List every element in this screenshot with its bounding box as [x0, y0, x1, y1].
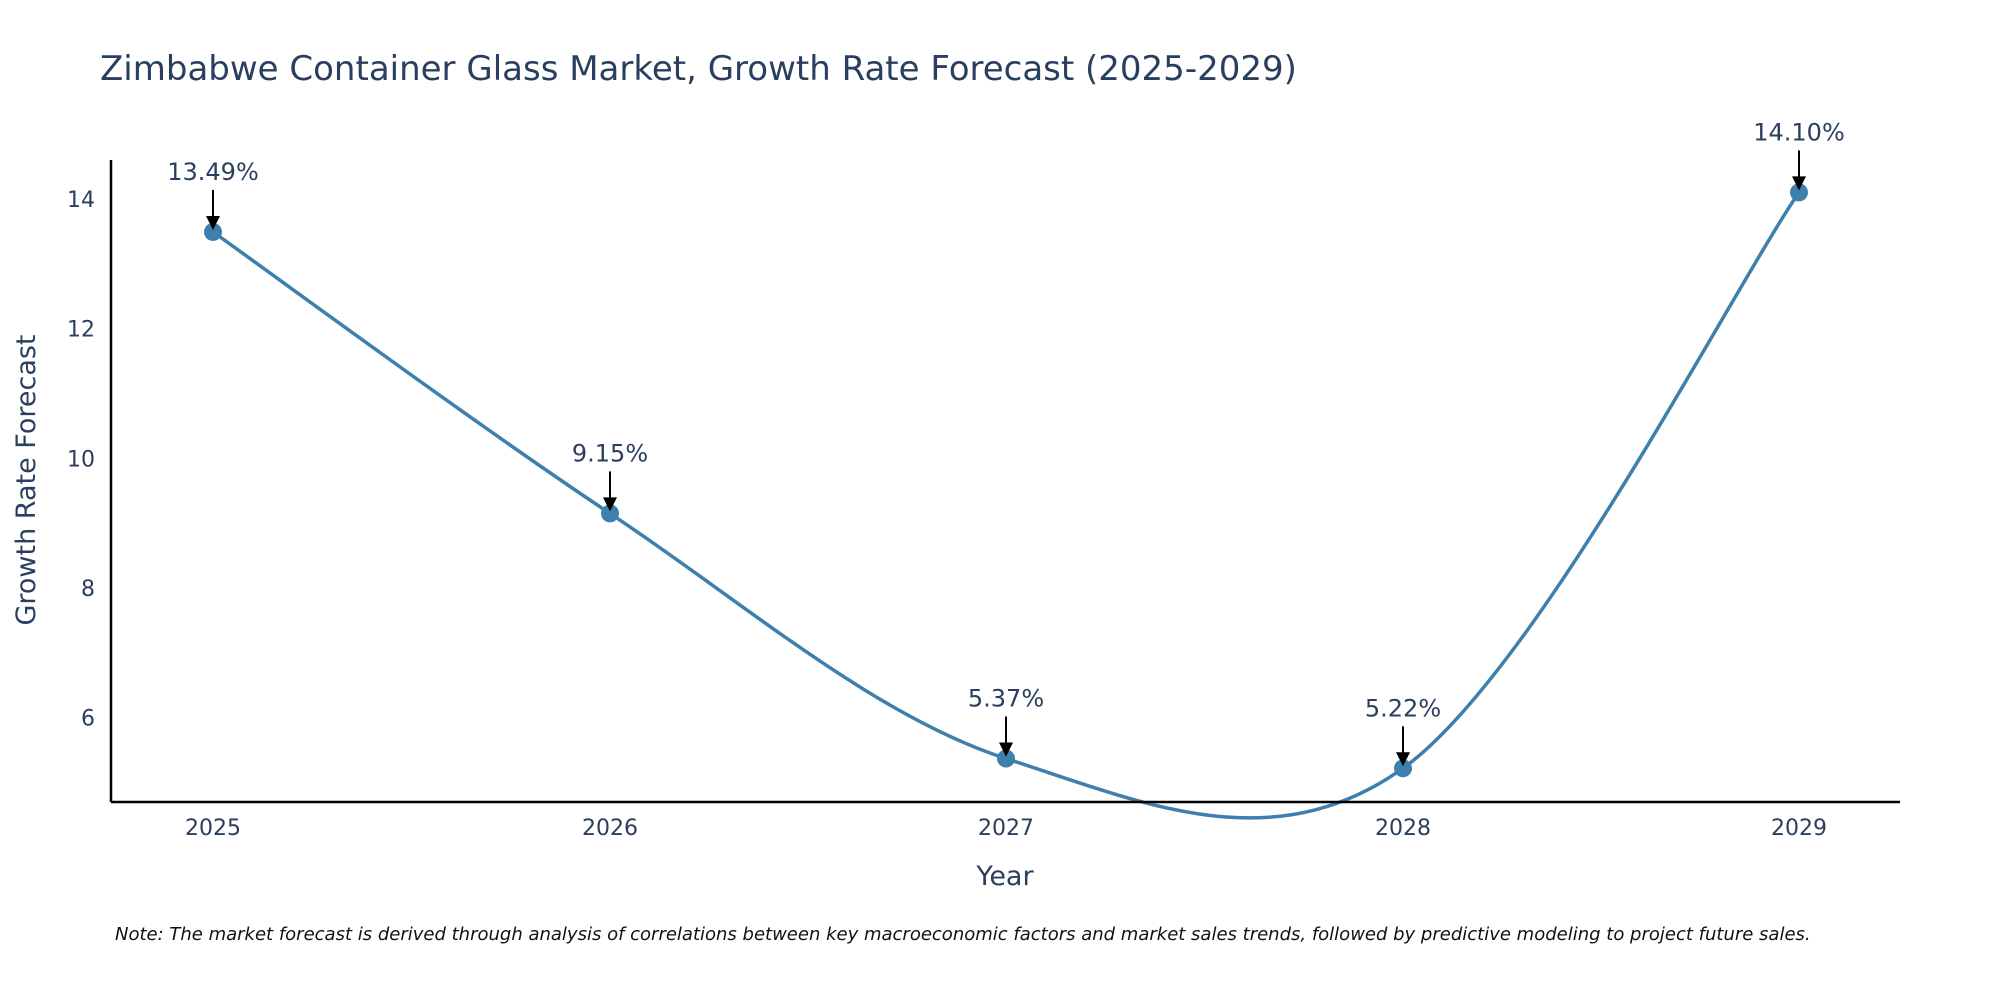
data-label: 5.22% [1365, 694, 1441, 722]
chart-note: Note: The market forecast is derived thr… [115, 924, 1811, 945]
data-point [1394, 759, 1412, 778]
data-point [1790, 183, 1808, 202]
data-point [997, 749, 1015, 768]
points-layer [204, 183, 1808, 778]
y-tick-label: 10 [67, 447, 95, 472]
x-tick-label: 2027 [978, 816, 1034, 841]
y-tick-label: 14 [67, 188, 95, 213]
annotation-arrow-head [1792, 176, 1806, 191]
annotation-arrow-head [206, 215, 220, 230]
annotations-layer: 13.49% 9.15% 5.37% 5.22% 14.10% [167, 118, 1845, 767]
y-tick-label: 8 [81, 577, 95, 602]
axes-layer [109, 160, 1900, 804]
data-point [204, 222, 222, 241]
x-tick-label: 2026 [582, 816, 638, 841]
data-label: 9.15% [572, 439, 648, 467]
y-tick-label: 12 [67, 318, 95, 343]
data-label: 5.37% [968, 685, 1044, 713]
data-point [601, 504, 619, 523]
x-tick-label: 2029 [1771, 816, 1827, 841]
y-tick-label: 6 [81, 707, 95, 732]
data-label: 13.49% [167, 158, 259, 186]
ticks-layer: 6 8 10 12 14 2025 2026 2027 2028 2029 [67, 188, 1827, 841]
x-tick-label: 2025 [185, 816, 241, 841]
data-label: 14.10% [1753, 118, 1845, 146]
annotation-arrow-head [603, 497, 617, 512]
chart-title: Zimbabwe Container Glass Market, Growth … [100, 49, 1297, 89]
x-axis-title: Year [975, 861, 1034, 892]
annotation-arrow-head [1396, 752, 1410, 767]
annotation-arrow-head [999, 742, 1013, 757]
series-line [211, 190, 1801, 820]
x-tick-label: 2028 [1375, 816, 1431, 841]
line-layer [211, 190, 1801, 820]
y-axis-title: Growth Rate Forecast [11, 334, 42, 625]
